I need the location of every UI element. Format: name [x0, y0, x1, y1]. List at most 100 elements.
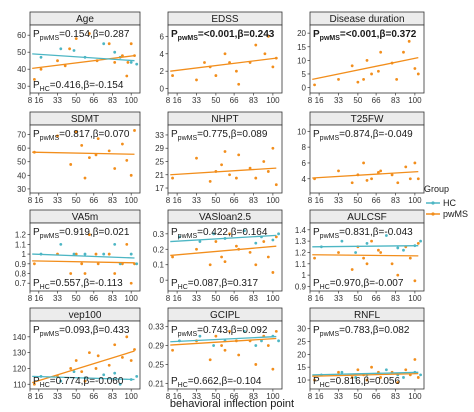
plot-area-rnfl	[309, 320, 425, 390]
panel-title-gcipl: GCIPL	[210, 310, 240, 321]
x-tick-label: 8	[166, 392, 171, 401]
annotation-hc-vep100-p: P	[33, 376, 40, 387]
point-pwms	[223, 150, 227, 153]
annotation-pwms-gcipl: PpwMS=0.743,β=0.092	[171, 325, 268, 338]
annotation-pwms-vep100: PpwMS=0.093,β=0.433	[33, 325, 130, 338]
fit-line-pwms	[170, 245, 277, 257]
point-pwms	[416, 376, 420, 379]
annotation-pwms-gcipl-group: pwMS	[178, 331, 198, 338]
x-tick-label: 83	[249, 196, 258, 205]
point-pwms	[74, 37, 78, 40]
panel-title-rnfl: RNFL	[354, 310, 381, 321]
x-tick-label: 66	[372, 392, 381, 401]
x-tick-label: 8	[28, 96, 33, 105]
x-tick-label: 83	[108, 294, 117, 303]
x-tick-label: 66	[372, 96, 381, 105]
annotation-pwms-vep100-values: =0.093,β=0.433	[59, 325, 130, 336]
panel-edss: EDSS 0 2 4 6 8 16 33 50 66 83 100 PpwMS=<0.001,β=0.2…	[160, 11, 283, 105]
panel-title-va5m: VA5m	[72, 212, 99, 223]
point-pwms	[237, 353, 241, 357]
y-tick-label: 25	[297, 338, 306, 347]
annotation-hc-aulcsf: PHC=0.970,β=-0.007	[313, 278, 404, 291]
point-pwms	[208, 179, 212, 183]
point-pwms	[96, 262, 100, 266]
annotation-hc-vep100-group: HC	[40, 382, 50, 389]
point-hc	[212, 232, 216, 236]
point-hc	[254, 344, 258, 347]
point-hc	[83, 252, 87, 256]
x-tick-label: 83	[249, 96, 258, 105]
point-pwms	[74, 252, 78, 256]
point-pwms	[33, 262, 36, 266]
point-pwms	[413, 161, 417, 165]
point-pwms	[337, 251, 340, 254]
plot-content-edss	[170, 34, 278, 86]
point-pwms	[125, 242, 129, 246]
annotation-pwms-nhpt-p: P	[171, 129, 178, 140]
point-pwms	[377, 69, 380, 73]
point-pwms	[208, 263, 212, 267]
point-hc	[59, 242, 63, 246]
x-tick-label: 83	[391, 392, 400, 401]
point-pwms	[69, 272, 73, 275]
x-tick-label: 16	[173, 294, 182, 303]
point-pwms	[379, 251, 383, 254]
x-tick-label: 33	[53, 196, 62, 205]
point-pwms	[220, 163, 223, 167]
x-tick-label: 16	[173, 196, 182, 205]
point-pwms	[413, 279, 417, 283]
point-hc	[135, 262, 139, 266]
point-pwms	[235, 176, 238, 180]
fit-line-hc	[32, 253, 135, 259]
x-axis-label: behavioral inflection point	[170, 398, 294, 410]
y-tick-label: 29	[155, 144, 164, 153]
y-tick-label: 0.9	[15, 260, 27, 269]
x-tick-label: 66	[230, 294, 239, 303]
x-tick-label: 100	[408, 392, 422, 401]
legend-key-pwms-dot	[431, 212, 435, 216]
y-tick-label: 40	[17, 65, 26, 74]
point-pwms	[248, 166, 252, 170]
annotation-pwms-edss-group: pwMS	[178, 35, 199, 42]
point-hc	[102, 252, 106, 256]
annotation-pwms-vasloan2-5: PpwMS=0.422,β=0.164	[171, 227, 268, 240]
point-hc	[113, 50, 117, 54]
point-pwms	[362, 78, 365, 81]
point-pwms	[271, 271, 275, 274]
point-pwms	[39, 67, 43, 71]
x-tick-label: 8	[28, 392, 33, 401]
point-hc	[178, 235, 181, 239]
plot-content-rnfl	[312, 358, 422, 384]
point-pwms	[83, 176, 87, 180]
point-pwms	[313, 378, 316, 382]
annotation-hc-age-p: P	[33, 80, 40, 91]
annotation-hc-vep100-values: =0.774,β=-0.060	[50, 376, 124, 387]
x-tick-label: 50	[353, 96, 362, 105]
annotation-hc-rnfl-group: HC	[320, 382, 330, 389]
x-tick-label: 66	[230, 196, 239, 205]
panel-title-sdmt: SDMT	[71, 114, 99, 125]
point-pwms	[94, 367, 98, 370]
point-pwms	[337, 370, 340, 374]
x-tick-label: 16	[173, 96, 182, 105]
point-pwms	[396, 273, 400, 277]
annotation-pwms-va5m: PpwMS=0.919,β=0.021	[33, 227, 130, 240]
annotation-hc-gcipl: PHC=0.662,β=-0.104	[171, 376, 262, 389]
fit-line-hc	[170, 234, 277, 243]
y-tick-label: 0.9	[295, 282, 307, 291]
point-pwms	[69, 163, 73, 166]
point-hc	[198, 240, 202, 243]
x-tick-label: 8	[166, 96, 171, 105]
point-pwms	[171, 74, 174, 77]
fit-line-pwms	[312, 57, 419, 81]
x-tick-label: 16	[315, 96, 324, 105]
panel-title-age: Age	[76, 14, 94, 25]
legend-entry-hc: HC	[426, 198, 456, 208]
annotation-hc-va5m-group: HC	[40, 284, 50, 291]
point-pwms	[125, 74, 129, 78]
point-hc	[129, 252, 133, 256]
point-hc	[260, 339, 263, 343]
annotation-pwms-sdmt-p: P	[33, 129, 40, 140]
y-tick-label: 0	[160, 85, 165, 94]
point-pwms	[113, 272, 117, 275]
